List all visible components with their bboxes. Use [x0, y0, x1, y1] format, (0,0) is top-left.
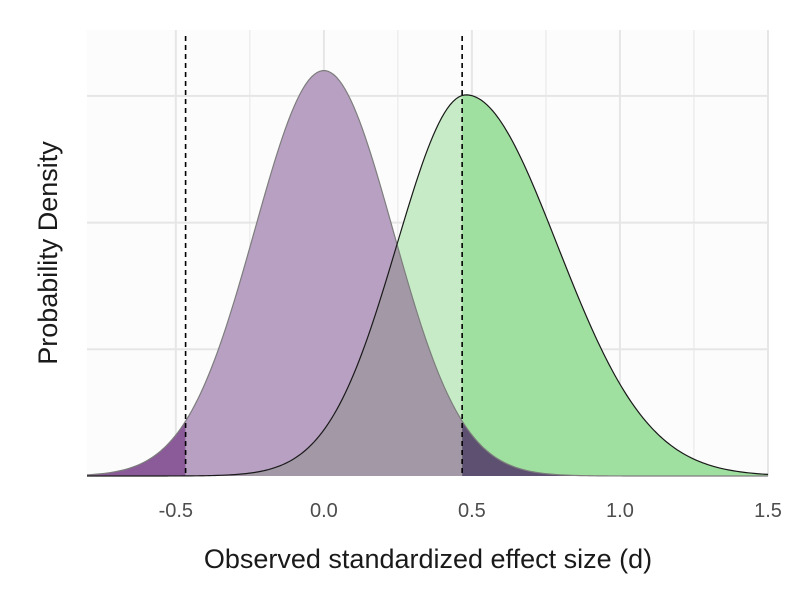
x-axis-ticks: -0.5 0.0 0.5 1.0 1.5 [159, 500, 782, 522]
x-tick-label: 0.5 [458, 500, 486, 522]
alt-density-curve [87, 94, 769, 477]
x-axis-title: Observed standardized effect size (d) [204, 544, 652, 574]
density-fills [87, 70, 769, 477]
null-density-curve [86, 70, 768, 477]
x-tick-label: 1.5 [754, 500, 782, 522]
y-axis-title: Probability Density [33, 141, 63, 365]
x-tick-label: -0.5 [159, 500, 193, 522]
x-tick-label: 0.0 [310, 500, 338, 522]
x-tick-label: 1.0 [606, 500, 634, 522]
density-curves [86, 70, 769, 477]
null-density-area [185, 70, 769, 477]
null-left-tail-area [87, 421, 186, 476]
overlap-area [87, 246, 463, 476]
null-right-tail-area [462, 421, 768, 476]
alt-power-area [462, 94, 768, 477]
critical-value-lines [184, 36, 463, 476]
